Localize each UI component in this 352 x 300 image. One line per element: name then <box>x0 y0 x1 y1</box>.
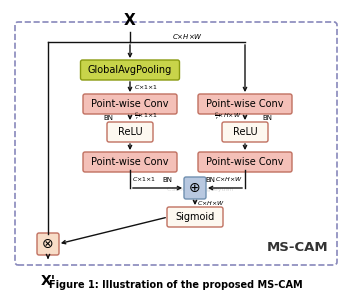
Text: $C{\times}H{\times}W$: $C{\times}H{\times}W$ <box>197 199 225 207</box>
FancyBboxPatch shape <box>222 122 268 142</box>
FancyBboxPatch shape <box>107 122 153 142</box>
Text: $C{\times}1{\times}1$: $C{\times}1{\times}1$ <box>134 83 158 91</box>
Text: $\frac{C}{r}{\times}1{\times}1$: $\frac{C}{r}{\times}1{\times}1$ <box>134 110 158 122</box>
FancyBboxPatch shape <box>167 207 223 227</box>
FancyBboxPatch shape <box>81 60 180 80</box>
FancyBboxPatch shape <box>37 233 59 255</box>
Text: Point-wise Conv: Point-wise Conv <box>91 157 169 167</box>
Text: GlobalAvgPooling: GlobalAvgPooling <box>88 65 172 75</box>
Text: $C{\times}1{\times}1$: $C{\times}1{\times}1$ <box>132 175 156 183</box>
FancyBboxPatch shape <box>198 152 292 172</box>
Text: ⊕: ⊕ <box>189 181 201 195</box>
Text: Point-wise Conv: Point-wise Conv <box>206 157 284 167</box>
Text: $\frac{C}{r}{\times}H{\times}W$: $\frac{C}{r}{\times}H{\times}W$ <box>214 110 241 122</box>
Text: CSDN @xiongkeyuan: CSDN @xiongkeyuan <box>167 188 233 193</box>
Text: $C{\times}H{\times}W$: $C{\times}H{\times}W$ <box>215 175 243 183</box>
FancyBboxPatch shape <box>198 94 292 114</box>
Text: $C{\times}H{\times}W$: $C{\times}H{\times}W$ <box>172 32 203 41</box>
FancyBboxPatch shape <box>83 152 177 172</box>
Text: X: X <box>124 13 136 28</box>
Text: MS-CAM: MS-CAM <box>266 241 328 254</box>
Text: ReLU: ReLU <box>118 127 142 137</box>
Text: BN: BN <box>262 115 272 121</box>
Text: Figure 1: Illustration of the proposed MS-CAM: Figure 1: Illustration of the proposed M… <box>49 280 303 290</box>
Text: ReLU: ReLU <box>233 127 257 137</box>
Text: BN: BN <box>162 177 172 183</box>
Text: BN: BN <box>103 115 113 121</box>
Text: Sigmoid: Sigmoid <box>175 212 215 222</box>
Text: Point-wise Conv: Point-wise Conv <box>91 99 169 109</box>
FancyBboxPatch shape <box>184 177 206 199</box>
Text: BN: BN <box>205 177 215 183</box>
FancyBboxPatch shape <box>83 94 177 114</box>
Text: Point-wise Conv: Point-wise Conv <box>206 99 284 109</box>
Text: X': X' <box>40 274 56 288</box>
Text: ⊗: ⊗ <box>42 237 54 251</box>
